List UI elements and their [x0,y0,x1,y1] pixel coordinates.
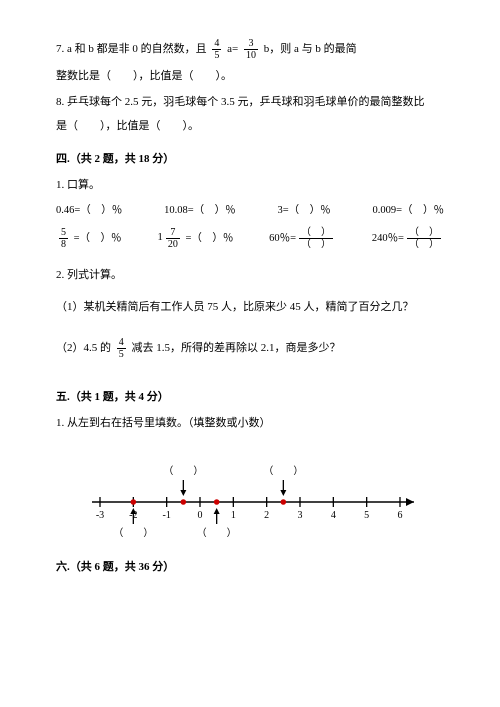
calc-r1c4: 0.009=（ ）％ [372,202,444,221]
question-7: 7. a 和 b 都是非 0 的自然数，且 4 5 a= 3 10 b，则 a … [56,38,444,61]
question-8-line2: 是（ ），比值是（ ）。 [56,117,444,137]
section-6-heading: 六.（共 6 题，共 36 分） [56,558,444,578]
svg-text:3: 3 [298,510,303,521]
question-8-line1: 8. 乒乓球每个 2.5 元，羽毛球每个 3.5 元，乒乓球和羽毛球单价的最简整… [56,93,444,113]
section-4-q2b: （2）4.5 的 4 5 减去 1.5，所得的差再除以 2.1，商是多少？ [56,337,444,360]
q7-pre: 7. a 和 b 都是非 0 的自然数，且 [56,43,207,55]
q7-post: b，则 a 与 b 的最简 [264,43,357,55]
section-4-q2: 2. 列式计算。 [56,266,444,286]
calc-r2c4: 240％= （ ） （ ） [372,227,444,250]
calc-r2c1: 5 8 =（ ）％ [56,227,122,250]
section-5-q1: 1. 从左到右在括号里填数。（填整数或小数） [56,414,444,434]
svg-text:（ ）: （ ） [197,527,237,539]
svg-text:1: 1 [231,510,236,521]
calc-r1c3: 3=（ ）％ [277,202,330,221]
calc-row-1: 0.46=（ ）％ 10.08=（ ）％ 3=（ ）％ 0.009=（ ）％ [56,202,444,221]
svg-text:6: 6 [398,510,403,521]
svg-text:2: 2 [264,510,269,521]
svg-text:-3: -3 [96,510,104,521]
mixed-1-7-20: 1 7 20 [157,227,183,250]
q7-mid: a= [227,43,238,55]
calc-r2c2: 1 7 20 =（ ）％ [157,227,233,250]
calc-r1c2: 10.08=（ ）％ [164,202,236,221]
svg-text:-1: -1 [162,510,170,521]
calc-r1c1: 0.46=（ ）％ [56,202,122,221]
section-4-q1: 1. 口算。 [56,176,444,196]
svg-text:（ ）: （ ） [263,465,303,477]
fraction-4-5-b: 4 5 [117,337,126,360]
svg-text:（ ）: （ ） [113,527,153,539]
question-7-line2: 整数比是（ ），比值是（ ）。 [56,67,444,87]
number-line: -3-2-10123456（ ）（ ）（ ）（ ） [80,444,420,540]
svg-text:4: 4 [331,510,336,521]
section-4-q2a: （1）某机关精简后有工作人员 75 人，比原来少 45 人，精简了百分之几？ [56,298,444,318]
svg-text:5: 5 [364,510,369,521]
fraction-blank-2: （ ） （ ） [407,227,441,250]
calc-row-2: 5 8 =（ ）％ 1 7 20 =（ ）％ 60％= （ ） （ ） 240％… [56,227,444,250]
section-4-heading: 四.（共 2 题，共 18 分） [56,150,444,170]
svg-text:（ ）: （ ） [163,465,203,477]
fraction-4-5: 4 5 [212,38,221,61]
svg-text:0: 0 [198,510,203,521]
fraction-blank-1: （ ） （ ） [299,227,333,250]
fraction-3-10: 3 10 [244,38,258,61]
section-5-heading: 五.（共 1 题，共 4 分） [56,388,444,408]
calc-r2c3: 60％= （ ） （ ） [269,227,336,250]
fraction-5-8: 5 8 [59,227,68,250]
